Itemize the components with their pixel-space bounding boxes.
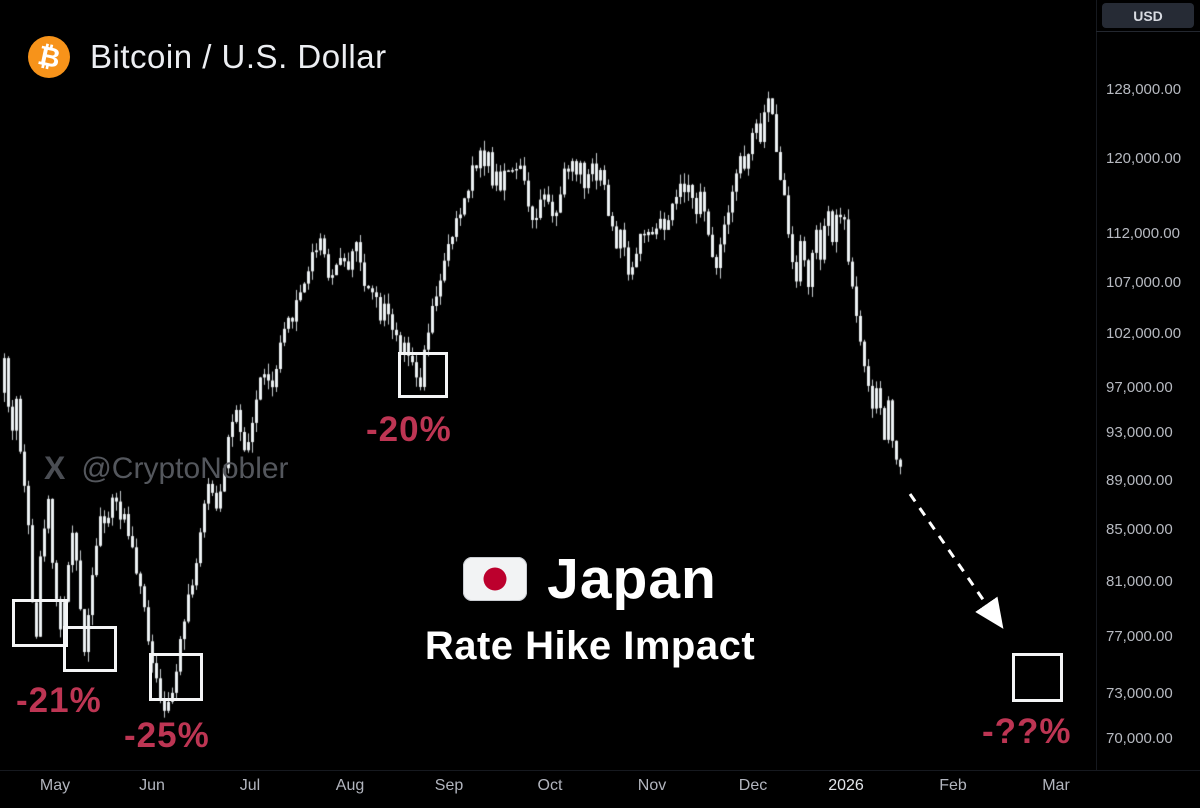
time-axis-label: Dec xyxy=(738,777,768,794)
time-axis-label: Sep xyxy=(434,777,464,794)
headline-annotation: Japan Rate Hike Impact xyxy=(320,546,860,669)
time-axis-label: Jun xyxy=(139,777,165,794)
currency-badge[interactable]: USD xyxy=(1102,3,1194,28)
headline-subtitle: Rate Hike Impact xyxy=(424,624,756,668)
headline-title: Japan xyxy=(547,547,717,611)
symbol-title: Bitcoin / U.S. Dollar xyxy=(90,38,387,75)
x-logo-icon: X xyxy=(44,450,66,486)
time-axis-label: Feb xyxy=(939,777,967,794)
time-axis-label: Oct xyxy=(537,777,563,794)
time-axis-label: Mar xyxy=(1042,777,1070,794)
bitcoin-logo-icon: ₿ xyxy=(28,36,70,78)
symbol-header: ₿ Bitcoin / U.S. Dollar xyxy=(28,36,387,78)
japan-flag-circle xyxy=(483,567,507,591)
bitcoin-glyph: ₿ xyxy=(35,39,63,74)
time-axis-label: May xyxy=(39,777,71,794)
time-axis[interactable]: May Jun Jul Aug Sep Oct Nov Dec 2026 Feb Mar xyxy=(0,777,1200,803)
time-axis-label: Nov xyxy=(637,777,667,794)
time-axis-label: Jul xyxy=(239,777,261,794)
currency-badge-divider xyxy=(1096,31,1200,32)
japan-flag-icon xyxy=(463,557,528,601)
time-axis-label: Aug xyxy=(335,777,365,794)
watermark-handle: @CryptoNobler xyxy=(81,451,289,485)
price-axis-divider xyxy=(1096,0,1097,770)
watermark: X @CryptoNobler xyxy=(44,450,289,487)
time-axis-divider xyxy=(0,770,1200,771)
time-axis-label: 2026 xyxy=(828,777,864,794)
